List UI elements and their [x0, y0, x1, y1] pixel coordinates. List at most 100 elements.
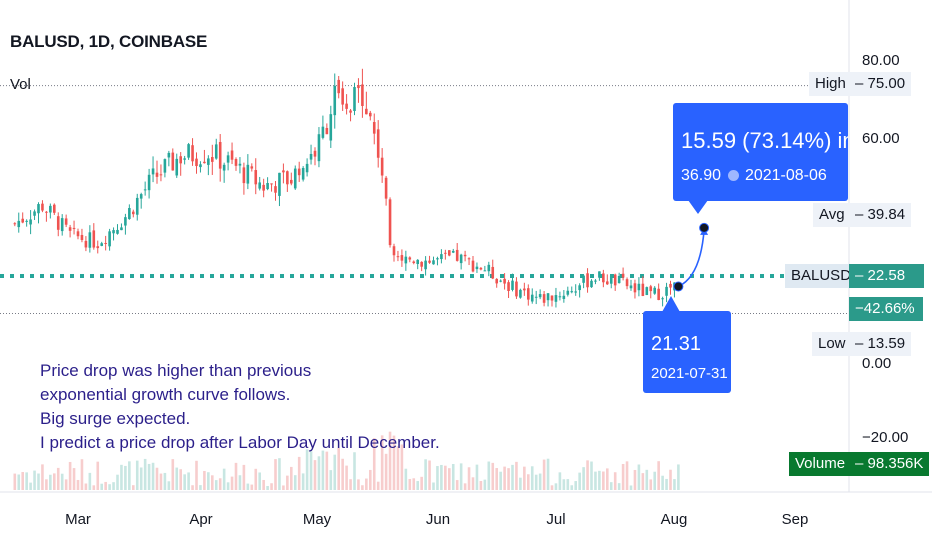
y-tick-label: 0.00 — [862, 355, 892, 372]
candle-body — [369, 112, 372, 117]
candle-body — [120, 227, 123, 231]
x-tick-label: Sep — [781, 511, 809, 528]
candle-body — [254, 170, 258, 185]
symbol-label: BALUSD — [785, 264, 858, 288]
x-tick-label: Mar — [65, 511, 91, 528]
avg-value: – 39.84 — [849, 203, 912, 227]
candle-body — [365, 108, 368, 115]
volume-bar — [507, 468, 510, 490]
x-tick-label: Apr — [189, 511, 213, 528]
projection-end-point — [699, 222, 710, 233]
candle-body — [594, 280, 597, 282]
candle-body — [376, 129, 380, 158]
projection-start-point — [673, 281, 684, 292]
volume-bar — [578, 472, 581, 490]
candle-body — [325, 127, 329, 135]
volume-bar — [606, 468, 609, 490]
candle-body — [657, 288, 660, 301]
volume-bar — [72, 468, 76, 490]
volume-bar — [155, 467, 159, 490]
volume-bar — [207, 472, 210, 490]
candle-body — [384, 177, 388, 199]
volume-bar — [412, 478, 416, 490]
volume-bar — [76, 479, 80, 490]
volume-bar — [554, 483, 558, 490]
volume-bar — [475, 464, 479, 490]
volume-bar — [404, 468, 408, 490]
candle-body — [345, 103, 348, 109]
volume-bar — [226, 482, 230, 490]
volume-bar — [613, 472, 617, 490]
avg-label: Avg — [813, 203, 851, 227]
volume-bar — [337, 448, 340, 490]
candle-body — [416, 259, 419, 265]
volume-bar — [211, 475, 214, 490]
last-price-text: 22.58 — [867, 267, 906, 284]
candle-body — [92, 230, 96, 248]
candle-body — [420, 261, 423, 267]
projection-callout[interactable]: 15.59 (73.14%) in 7d 36.90 2021-08-06 — [673, 103, 848, 201]
volume-bar — [562, 479, 566, 490]
volume-bar — [333, 454, 337, 490]
candle-body — [155, 172, 159, 177]
volume-bar — [124, 465, 127, 490]
volume-bar — [41, 464, 44, 490]
x-tick-label: Aug — [660, 511, 688, 528]
x-tick-label: May — [302, 511, 332, 528]
volume-bar — [384, 453, 388, 490]
volume-bar — [661, 475, 664, 490]
candle-body — [609, 275, 613, 284]
candle-body — [495, 278, 498, 284]
candle-body — [222, 164, 226, 171]
volume-bar — [369, 469, 372, 490]
candle-body — [96, 246, 100, 249]
volume-bar — [471, 477, 475, 490]
start-date: 2021-07-31 — [651, 365, 728, 382]
volume-bar — [455, 480, 459, 490]
candle-body — [503, 278, 506, 284]
volume-bar — [530, 466, 534, 490]
volume-bar — [64, 479, 68, 490]
candle-body — [637, 283, 641, 291]
volume-bar — [523, 466, 526, 490]
candle-body — [404, 256, 408, 264]
volume-bar — [139, 467, 143, 490]
candle-body — [278, 172, 281, 196]
candle-body — [167, 152, 171, 158]
volume-bar — [538, 473, 542, 490]
volume-bar — [621, 463, 625, 490]
callout-pointer — [688, 200, 708, 214]
volume-bar — [278, 458, 281, 490]
volume-bar — [128, 461, 131, 490]
text-annotation[interactable]: Price drop was higher than previous expo… — [40, 359, 440, 455]
volume-bar — [495, 468, 498, 490]
candle-body — [641, 283, 645, 296]
x-tick-label: Jul — [546, 511, 566, 528]
candle-body — [380, 157, 384, 176]
candle-body — [353, 87, 356, 111]
volume-bar — [29, 482, 32, 490]
candle-body — [436, 258, 439, 260]
candle-body — [33, 211, 36, 216]
candle-body — [37, 204, 40, 214]
volume-bar — [270, 483, 273, 490]
candle-body — [203, 161, 206, 164]
candle-body — [41, 203, 44, 211]
volume-bar — [187, 472, 190, 490]
volume-bar — [183, 474, 186, 490]
volume-bar — [594, 471, 597, 490]
volume-bar — [214, 480, 218, 490]
annotation-line: Price drop was higher than previous — [40, 361, 312, 380]
candle-body — [483, 270, 487, 272]
volume-bar — [353, 452, 356, 490]
volume-bar — [88, 472, 92, 490]
start-point-callout[interactable]: 21.31 2021-07-31 — [643, 311, 731, 393]
volume-bar — [479, 480, 483, 490]
volume-value: – 98.356K — [849, 452, 930, 476]
volume-bar — [641, 473, 645, 490]
volume-indicator-label[interactable]: Vol — [10, 76, 31, 93]
candle-body — [218, 141, 222, 169]
candlesticks — [13, 68, 680, 308]
volume-bar — [258, 472, 261, 490]
